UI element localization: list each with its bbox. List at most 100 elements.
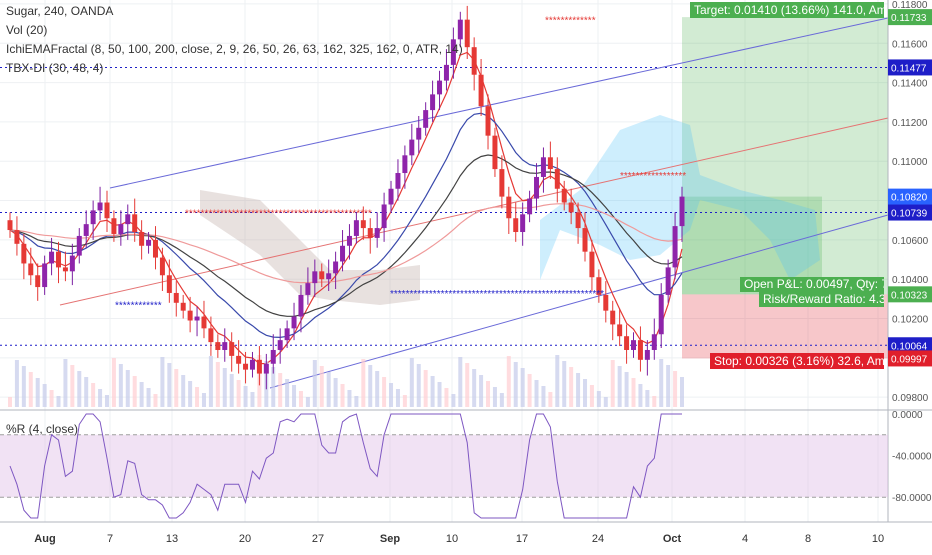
- volume-bar: [8, 397, 12, 407]
- volume-bar: [486, 381, 491, 407]
- vol-legend[interactable]: Vol (20): [6, 23, 48, 37]
- price-axis-bg: [888, 0, 932, 550]
- volume-bar: [139, 382, 144, 407]
- volume-bar: [305, 397, 310, 407]
- candle-body: [506, 196, 512, 219]
- volume-bar: [402, 395, 407, 407]
- ichi-legend[interactable]: IchiEMAFractal (8, 50, 100, 200, close, …: [6, 42, 463, 56]
- candle-body: [312, 271, 318, 284]
- volume-bar: [409, 358, 414, 407]
- volume-bar: [451, 394, 456, 407]
- candle-body: [589, 251, 595, 278]
- volume-bar: [195, 387, 200, 407]
- wr-legend[interactable]: %R (4, close): [6, 422, 79, 436]
- price-badge-label-1: 0.11477: [891, 63, 927, 74]
- price-badge-4: [888, 204, 932, 221]
- volume-bar: [569, 367, 574, 407]
- price-badge-6: [888, 337, 932, 354]
- candle-body: [152, 239, 158, 258]
- volume-bar: [222, 368, 227, 407]
- fractal-marker-0: ****************************************…: [390, 289, 604, 300]
- volume-bar: [181, 375, 186, 407]
- time-label-4: 27: [312, 533, 324, 545]
- price-tick-6: 0.10600: [892, 236, 929, 247]
- volume-bar: [541, 386, 546, 407]
- candle-body: [14, 230, 20, 244]
- volume-bar: [638, 384, 643, 407]
- volume-bar: [125, 370, 130, 407]
- time-label-5: Sep: [380, 533, 400, 545]
- candle-body: [42, 263, 48, 288]
- volume-bar: [645, 390, 650, 407]
- volume-bar: [167, 363, 172, 407]
- risk-reward-label[interactable]: Risk/Reward Ratio: 4.33: [759, 292, 884, 307]
- candle-body: [596, 277, 602, 295]
- tbx-legend[interactable]: TBX-DI (30, 48, 4): [6, 61, 104, 75]
- candle-body: [21, 243, 27, 264]
- candle-body: [90, 210, 96, 225]
- candle-body: [236, 355, 242, 364]
- candle-body: [658, 294, 664, 335]
- candle-body: [305, 283, 311, 295]
- time-label-3: 20: [239, 533, 251, 545]
- volume-bar: [42, 384, 47, 407]
- candle-body: [284, 328, 290, 341]
- volume-bar: [174, 369, 179, 407]
- wr-tick-0: 0.0000: [892, 410, 923, 421]
- volume-bar: [589, 385, 594, 407]
- volume-bar: [603, 397, 608, 407]
- candle-body: [55, 251, 61, 268]
- stop-label[interactable]: Stop: 0.00326 (3.16%) 32.6, Amo: [710, 353, 884, 369]
- price-badge-label-6: 0.10064: [891, 341, 928, 352]
- volume-bar: [375, 371, 380, 407]
- time-label-10: 4: [742, 533, 748, 545]
- volume-bar: [423, 370, 428, 407]
- candle-body: [430, 94, 436, 111]
- wr-pane-bg: [0, 410, 888, 522]
- volume-bar: [520, 368, 525, 407]
- volume-bar: [70, 365, 75, 407]
- volume-bar: [596, 391, 601, 407]
- volume-bar: [49, 390, 54, 407]
- volume-bar: [458, 357, 463, 407]
- indicator-legend: Sugar, 240, OANDA Vol (20) IchiEMAFracta…: [6, 2, 463, 78]
- candle-body: [644, 349, 650, 360]
- candle-body: [277, 340, 283, 350]
- candle-body: [28, 263, 34, 276]
- candle-body: [568, 202, 574, 213]
- target-zone: [682, 17, 888, 295]
- volume-bar: [111, 358, 116, 407]
- target-label[interactable]: Target: 0.01410 (13.66%) 141.0, Amo: [690, 2, 884, 18]
- red-trend: [59, 117, 889, 306]
- volume-bar: [28, 372, 33, 407]
- symbol-title[interactable]: Sugar, 240, OANDA: [6, 4, 114, 18]
- candle-body: [270, 349, 276, 364]
- volume-bar: [389, 383, 394, 407]
- price-badge-label-7: 0.09997: [891, 354, 928, 365]
- candle-body: [457, 19, 463, 40]
- candle-body: [540, 157, 546, 177]
- kumo-bear: [200, 190, 420, 305]
- candle-body: [97, 202, 103, 211]
- volume-bar: [548, 392, 553, 407]
- candle-body: [208, 328, 214, 343]
- wr-line: [9, 413, 682, 519]
- volume-bar: [382, 377, 387, 407]
- candle-body: [201, 316, 207, 329]
- candle-body: [118, 224, 124, 234]
- volume-bar: [160, 357, 165, 407]
- wr-tick-2: -80.0000: [892, 493, 932, 504]
- volume-bar: [659, 359, 664, 407]
- candle-body: [166, 275, 172, 293]
- candle-body: [263, 363, 269, 374]
- open-pl-label[interactable]: Open P&L: 0.00497, Qty: 766: [740, 277, 884, 292]
- candle-body: [291, 316, 297, 329]
- volume-bar: [444, 388, 449, 407]
- volume-bar: [666, 365, 671, 407]
- candle-body: [478, 74, 484, 107]
- candle-body: [132, 214, 138, 233]
- volume-bar: [118, 364, 123, 407]
- price-tick-0: 0.11800: [892, 0, 928, 11]
